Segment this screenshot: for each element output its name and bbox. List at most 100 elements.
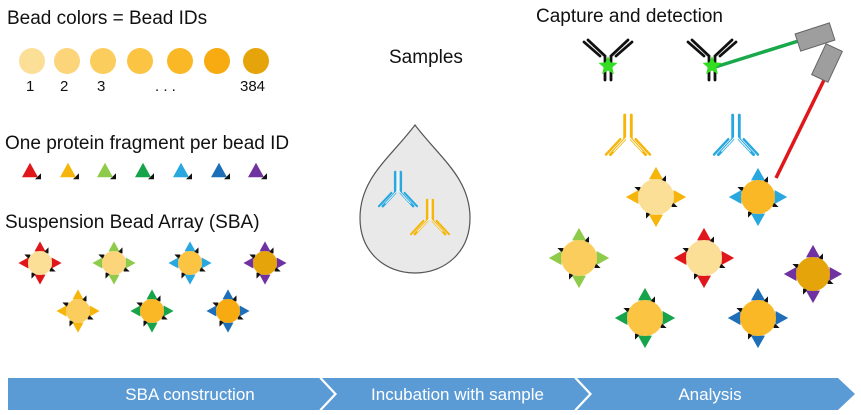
bead-4 [127,48,153,74]
fragment-triangle [662,311,676,325]
fragment-triangle [638,287,652,301]
fluorescent-label-right [702,56,722,75]
sba-bead-7 [206,289,250,333]
bead-circle [740,300,776,336]
fragment-triangle [572,275,586,289]
antibody-left-outer [686,40,706,58]
capture-bead-4 [673,227,735,289]
fragment-tag [35,173,41,180]
fragment-triangle [173,162,189,178]
fragment-triangle [625,190,639,204]
step-analysis: Analysis [678,385,742,404]
bead-colors-title: Bead colors = Bead IDs [7,8,208,29]
capture-bead-5 [783,244,843,304]
sample-antibody-yellow [409,198,451,236]
fragment-triangle [239,305,250,317]
workflow-arrow-bar [8,377,855,411]
protein-fragment-4 [135,162,154,180]
sba-bead-1 [18,241,62,285]
bead-circle [216,299,240,323]
protein-fragment-3 [97,162,116,180]
bead-7 [243,48,269,74]
fragment-triangle [259,241,271,252]
fragment-triangle [697,275,711,289]
protein-fragment-title: One protein fragment per bead ID [5,133,290,154]
fragment-triangle [34,274,46,285]
fragment-triangle [22,162,38,178]
red-laser-source [810,43,844,83]
fragment-triangle [806,290,820,304]
fragment-triangle [649,166,663,180]
capture-title: Capture and detection [536,6,723,27]
bead-circle [66,299,90,323]
arrow-divider-2 [574,377,592,411]
bead-circle [741,180,775,214]
step-incubation: Incubation with sample [371,385,544,404]
capture-bead-1 [625,166,687,228]
protein-fragment-1 [22,162,41,180]
fragment-triangle [751,167,765,181]
fragment-triangle [774,190,788,204]
fragment-triangle [548,251,562,265]
fragment-triangle [806,244,820,258]
green-laser-source [794,22,836,52]
sba-title: Suspension Bead Array (SBA) [5,212,260,233]
fragment-triangle [146,289,158,300]
capture-bead-3 [548,227,610,289]
fragment-tag [261,173,267,180]
fragment-triangle [649,214,663,228]
fragment-triangle [130,305,141,317]
bead-number-384: 384 [240,78,266,95]
sample-droplet [359,124,471,274]
fragment-triangle [18,257,29,269]
sba-bead-3 [168,241,212,285]
fragment-triangle [276,257,287,269]
fragment-triangle [721,251,735,265]
fragment-triangle [125,257,136,269]
protein-fragment-7 [248,162,267,180]
antibody-left-outer [582,40,602,58]
bead-number-ellipsis: . . . [155,78,176,95]
antibody-gap [417,199,443,232]
arrow-segment-2 [322,378,590,410]
fragment-triangle [596,251,610,265]
fragment-triangle [775,311,789,325]
sba-bead-2 [92,241,136,285]
fragment-triangle [751,287,765,301]
bead-circle [140,299,164,323]
fragment-triangle [751,335,765,349]
sba-bead-5 [56,289,100,333]
arrow-segment-1 [8,378,335,410]
bead-number-3: 3 [97,78,106,95]
capture-bead-2 [728,167,788,227]
sba-bead-4 [243,241,287,285]
antibody-gap [721,114,751,152]
bead-5 [167,48,193,74]
fragment-triangle [92,257,103,269]
sba-bead-6 [130,289,174,333]
arrow-segment-3 [577,378,855,410]
fragment-triangle [72,322,84,333]
capture-bead-6 [614,287,676,349]
bead-number-2: 2 [60,78,69,95]
bead-circle [178,251,202,275]
fragment-tag [148,173,154,180]
fragment-triangle [673,190,687,204]
protein-fragment-6 [211,162,230,180]
bead-6 [204,48,230,74]
fragment-triangle [97,162,113,178]
green-laser-beam [711,36,809,70]
protein-fragment-2 [60,162,79,180]
fragment-triangle [108,241,120,252]
fragment-triangle [89,305,100,317]
fluorescent-label-left [598,56,618,75]
fragment-triangle [727,311,741,325]
antibody-outer [604,137,652,156]
fragment-triangle [783,267,797,281]
antibody-gap [385,171,411,204]
fragment-triangle [60,162,76,178]
fragment-tag [186,173,192,180]
suspension-bead-array [18,241,287,333]
samples-title: Samples [389,47,463,68]
